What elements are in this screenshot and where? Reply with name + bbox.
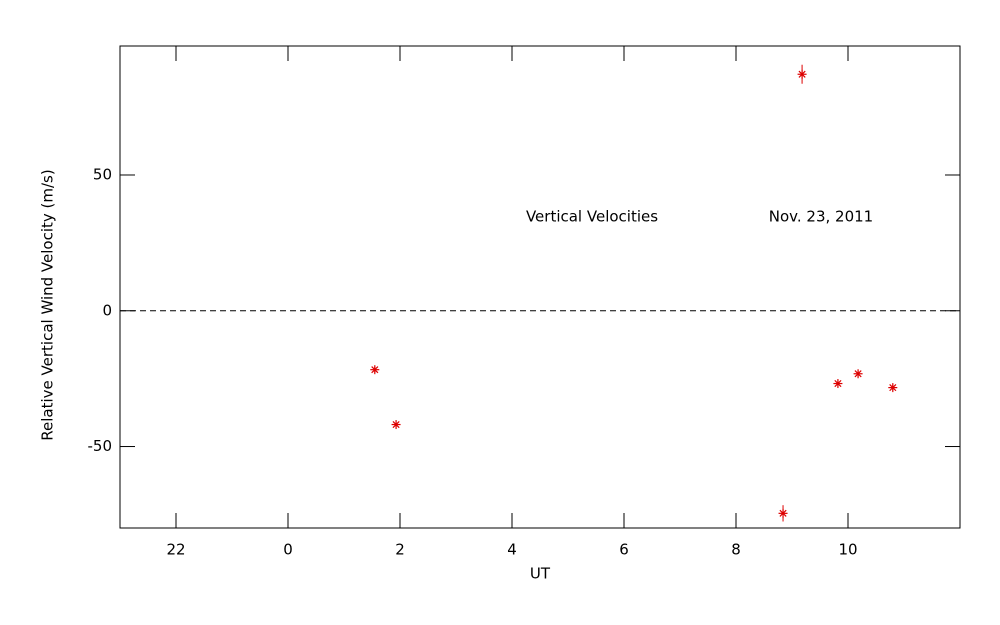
annotation: Nov. 23, 2011 — [769, 208, 873, 226]
point-stroke — [371, 366, 379, 374]
point — [391, 420, 401, 430]
point — [778, 508, 788, 518]
point-stroke — [889, 384, 897, 392]
plot-frame — [119, 45, 961, 529]
x-tick-label: 10 — [838, 541, 857, 559]
point-stroke — [834, 379, 842, 388]
point-stroke — [798, 70, 806, 78]
x-tick-label: 8 — [731, 541, 741, 559]
point-stroke — [854, 370, 862, 378]
x-tick-label: 0 — [283, 541, 293, 559]
y-tick-label: -50 — [88, 437, 113, 455]
y-tick-label: 0 — [102, 301, 112, 319]
x-tick-label: 2 — [395, 541, 405, 559]
x-tick-label: 4 — [507, 541, 517, 559]
x-tick-label: 22 — [166, 541, 185, 559]
point — [888, 383, 898, 393]
point — [797, 69, 807, 79]
point-stroke — [779, 509, 787, 517]
point-stroke — [392, 420, 400, 429]
point — [853, 369, 863, 379]
y-axis-label: Relative Vertical Wind Velocity (m/s) — [39, 169, 57, 440]
point — [370, 365, 380, 375]
x-axis-label: UT — [530, 565, 551, 583]
point — [833, 379, 843, 389]
x-tick-label: 6 — [619, 541, 629, 559]
annotation: Vertical Velocities — [526, 208, 658, 226]
y-tick-label: 50 — [93, 165, 112, 183]
